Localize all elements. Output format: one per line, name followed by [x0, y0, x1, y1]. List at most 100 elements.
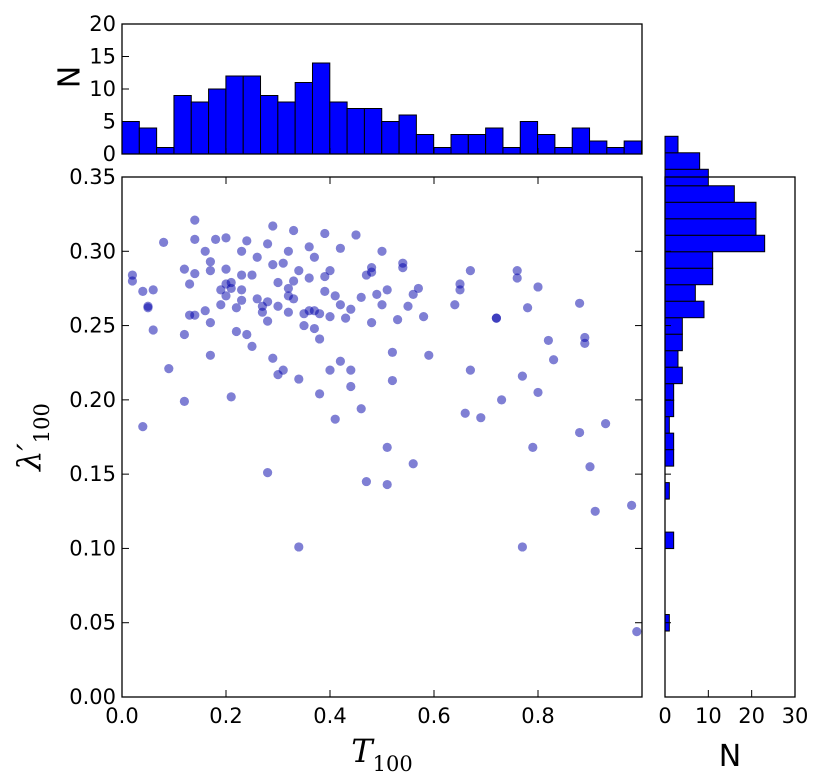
- scatter-point-109: [382, 479, 392, 490]
- scatter-point-11: [179, 329, 189, 340]
- right-histogram-bar-24: [664, 284, 696, 302]
- scatter-point-112: [387, 375, 397, 386]
- scatter-point-35: [231, 326, 241, 337]
- scatter-point-141: [549, 355, 559, 365]
- scatter-point-69: [294, 374, 304, 384]
- top-histogram-ylabel: N: [53, 66, 88, 88]
- scatter-point-84: [320, 271, 330, 282]
- scatter-point-9: [164, 364, 174, 374]
- right-histogram-bar-18: [664, 383, 675, 401]
- top-histogram-bar-22: [502, 147, 521, 155]
- scatter-point-111: [387, 347, 397, 357]
- scatter-point-78: [309, 323, 319, 334]
- top-histogram-bar-26: [571, 127, 591, 155]
- right-histogram-bar-23: [664, 300, 705, 319]
- scatter-point-150: [632, 627, 642, 637]
- scatter-point-56: [273, 301, 283, 311]
- right-histogram-bar-20: [664, 350, 679, 368]
- scatter-point-36: [231, 303, 241, 313]
- scatter-point-15: [190, 310, 200, 320]
- top-histogram-bar-25: [554, 147, 573, 155]
- scatter-point-95: [346, 381, 356, 392]
- top-histogram-bar-23: [519, 121, 539, 155]
- scatter-point-89: [330, 291, 340, 301]
- scatter-point-4: [143, 303, 153, 313]
- scatter-point-101: [361, 476, 371, 487]
- right-histogram: 0 10 20 30 N: [658, 135, 809, 774]
- scatter-point-8: [159, 237, 169, 247]
- scatter-point-124: [455, 285, 465, 295]
- scatter-point-55: [268, 353, 278, 363]
- scatter-ytick-label-2: 0.10: [69, 536, 116, 560]
- right-histogram-bar-30: [664, 185, 735, 203]
- scatter-point-51: [263, 297, 273, 307]
- scatter-point-98: [356, 404, 366, 414]
- scatter-ylabel-symbol: λ′: [10, 443, 48, 473]
- top-histogram-ytick-label-1: 5: [103, 110, 116, 134]
- scatter-point-119: [413, 283, 423, 294]
- top-histogram-bar-12: [329, 101, 348, 155]
- top-histogram-bar-9: [277, 101, 296, 155]
- scatter-point-83: [320, 286, 330, 296]
- scatter-point-63: [283, 307, 293, 317]
- scatter-point-134: [517, 371, 528, 381]
- top-histogram-bar-11: [311, 62, 331, 155]
- scatter-point-94: [346, 304, 356, 314]
- scatter-ylabel-subscript: 100: [30, 403, 54, 443]
- scatter-point-118: [408, 289, 418, 299]
- scatter-ylabel: λ′100: [10, 403, 54, 473]
- scatter-points: [127, 215, 642, 637]
- scatter-point-147: [590, 506, 600, 516]
- scatter-point-138: [533, 282, 543, 292]
- right-histogram-xtick-label-2: 20: [738, 704, 765, 728]
- top-histogram-bar-16: [398, 114, 417, 155]
- scatter-point-13: [185, 279, 195, 289]
- scatter-xtick-label-4: 0.8: [521, 704, 554, 728]
- top-histogram-ytick-label-0: 0: [103, 142, 116, 166]
- scatter-point-122: [450, 300, 460, 310]
- scatter-point-38: [237, 285, 247, 295]
- right-histogram-bar-29: [664, 201, 757, 220]
- scatter-frame: [121, 176, 643, 698]
- scatter-point-128: [476, 413, 486, 423]
- scatter-point-5: [148, 285, 158, 295]
- scatter-point-30: [221, 264, 231, 274]
- scatter-point-29: [221, 291, 231, 301]
- scatter-point-86: [325, 312, 335, 322]
- scatter-point-18: [190, 215, 200, 225]
- scatter-point-130: [491, 313, 501, 323]
- scatter-point-96: [346, 365, 356, 375]
- top-histogram-bar-8: [260, 95, 279, 155]
- scatter-point-132: [512, 266, 522, 276]
- scatter-plot: 0.0 0.2 0.4 0.6 0.8 0.00 0.05 0.10 0.15 0.20 0.25…: [10, 165, 643, 776]
- scatter-point-85: [325, 266, 335, 276]
- scatter-point-93: [341, 313, 351, 323]
- scatter-y-ticks: 0.00 0.05 0.10 0.15 0.20 0.25 0.30 0.35: [69, 165, 642, 709]
- scatter-point-97: [351, 230, 361, 240]
- scatter-point-1: [127, 276, 137, 286]
- scatter-point-113: [393, 315, 403, 325]
- right-histogram-bar-15: [664, 432, 675, 451]
- scatter-xtick-label-3: 0.6: [417, 704, 450, 728]
- top-histogram-bar-29: [623, 140, 642, 155]
- top-histogram-ytick-label-3: 15: [89, 45, 116, 69]
- scatter-point-131: [497, 395, 507, 405]
- scatter-point-44: [247, 270, 257, 280]
- scatter-ytick-label-6: 0.30: [69, 239, 116, 263]
- scatter-point-50: [263, 316, 273, 326]
- top-histogram-bar-2: [156, 147, 175, 155]
- scatter-point-139: [533, 387, 543, 398]
- scatter-point-59: [278, 258, 288, 268]
- top-histogram-bar-13: [346, 108, 365, 155]
- top-histogram-bar-10: [294, 82, 313, 155]
- top-histogram-bar-4: [190, 101, 210, 155]
- scatter-point-67: [289, 276, 299, 286]
- scatter-point-115: [398, 263, 408, 273]
- scatter-point-61: [283, 283, 293, 294]
- scatter-point-108: [382, 285, 392, 295]
- scatter-point-81: [315, 389, 325, 399]
- right-histogram-xtick-label-3: 30: [782, 704, 809, 728]
- scatter-point-31: [221, 233, 231, 243]
- scatter-point-46: [252, 294, 262, 304]
